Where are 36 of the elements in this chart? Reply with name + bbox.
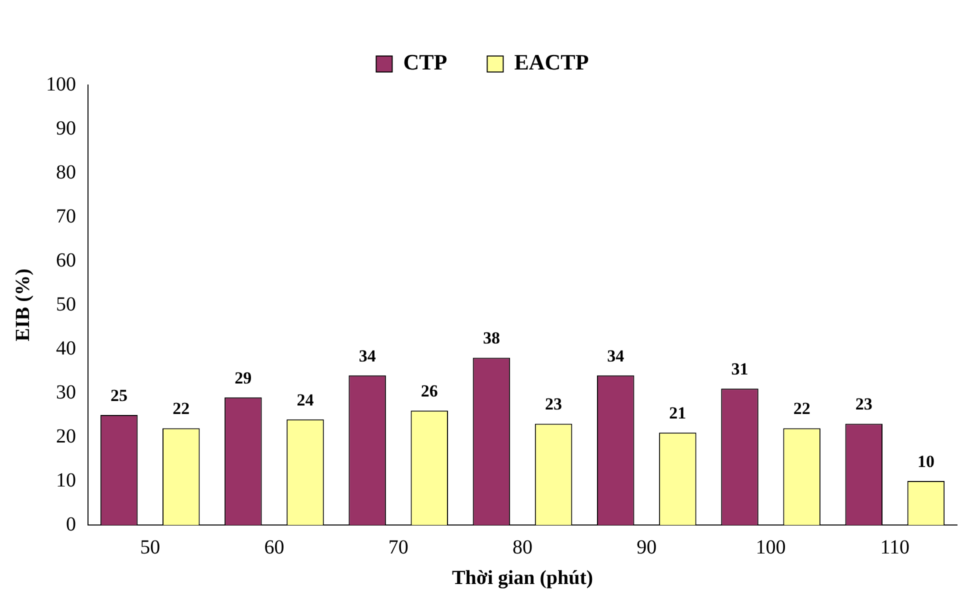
data-label: 25: [110, 386, 128, 405]
data-label: 21: [669, 403, 686, 422]
data-label: 24: [296, 390, 314, 410]
data-label: 34: [358, 346, 376, 366]
data-label: 31: [731, 359, 748, 378]
data-label: 22: [793, 399, 810, 418]
y-tick-label: 60: [56, 249, 76, 272]
y-tick-label: 0: [66, 513, 76, 536]
x-tick-label: 50: [140, 536, 160, 558]
x-tick-label: 90: [636, 536, 657, 558]
data-label: 29: [234, 368, 252, 388]
y-axis-title: EIB (%): [12, 268, 34, 342]
legend-label: EACTP: [514, 50, 589, 75]
legend-label: CTP: [403, 50, 448, 75]
y-tick-label: 20: [56, 425, 76, 448]
x-tick-label: 110: [880, 536, 910, 558]
data-label: 26: [420, 381, 438, 400]
y-tick-label: 80: [56, 161, 76, 184]
x-tick-label: 100: [756, 536, 786, 558]
data-label: 38: [482, 328, 500, 348]
y-tick-label: 100: [46, 73, 76, 96]
x-tick-label: 80: [512, 536, 532, 558]
y-tick-label: 70: [56, 205, 76, 228]
x-axis-title: Thời gian (phút): [452, 567, 594, 590]
data-label: 23: [855, 394, 872, 414]
y-tick-label: 50: [56, 293, 76, 316]
data-label: 22: [172, 399, 190, 418]
data-label: 34: [607, 346, 625, 366]
y-tick-label: 10: [56, 469, 76, 492]
data-label: 23: [545, 394, 562, 414]
x-tick-label: 60: [264, 536, 284, 558]
x-tick-label: 70: [388, 536, 408, 558]
y-tick-label: 40: [56, 337, 76, 360]
y-tick-label: 30: [56, 381, 76, 404]
y-tick-label: 90: [56, 117, 76, 140]
data-label: 10: [917, 452, 934, 471]
